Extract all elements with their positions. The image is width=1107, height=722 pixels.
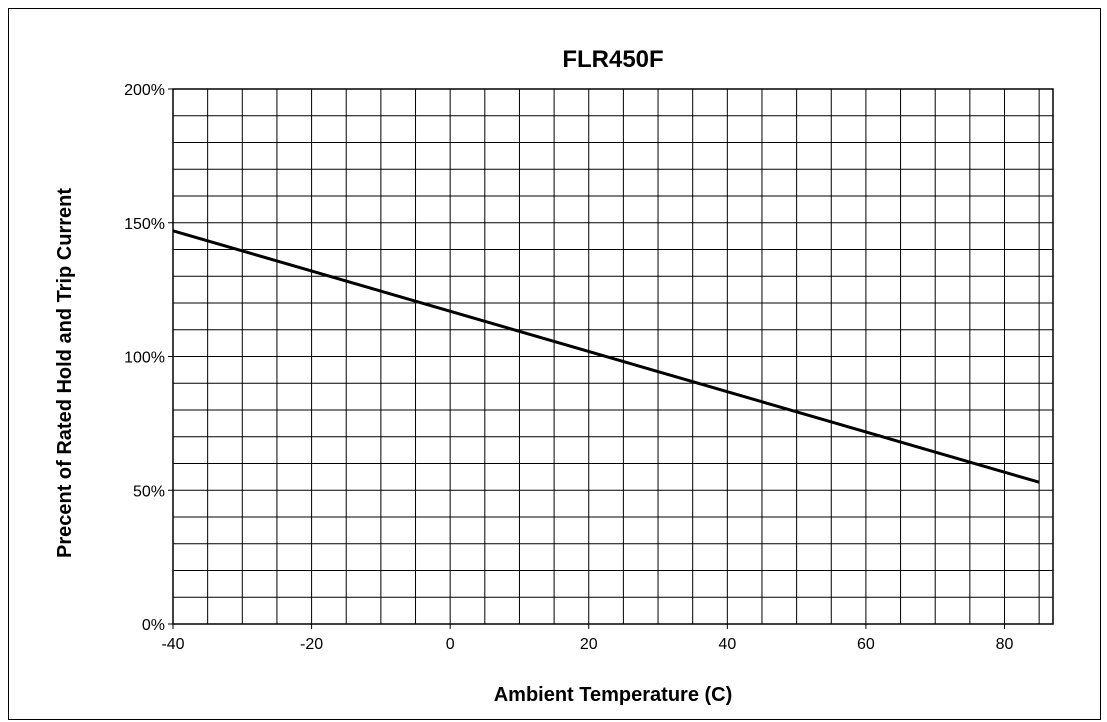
y-tick-label: 0% [142, 617, 165, 634]
y-axis-label: Precent of Rated Hold and Trip Current [54, 188, 76, 558]
x-tick-label: 80 [996, 636, 1014, 653]
x-axis-label: Ambient Temperature (C) [494, 684, 733, 706]
y-tick-labels: 0% 50% 100% 150% 200% [124, 82, 173, 634]
y-tick-label: 200% [124, 82, 165, 99]
series-line [172, 229, 1040, 484]
x-tick-label: 60 [857, 636, 875, 653]
y-tick-label: 150% [124, 216, 165, 233]
x-tick-label: -40 [161, 636, 184, 653]
x-tick-label: -20 [300, 636, 323, 653]
chart-title: FLR450F [562, 46, 663, 73]
grid [173, 89, 1053, 624]
x-tick-labels: -40 -20 0 20 40 60 80 [161, 624, 1013, 653]
x-tick-label: 40 [718, 636, 736, 653]
x-tick-label: 0 [446, 636, 455, 653]
x-tick-label: 20 [580, 636, 598, 653]
series-lines [172, 229, 1040, 484]
y-tick-label: 100% [124, 350, 165, 367]
y-tick-label: 50% [133, 483, 165, 500]
